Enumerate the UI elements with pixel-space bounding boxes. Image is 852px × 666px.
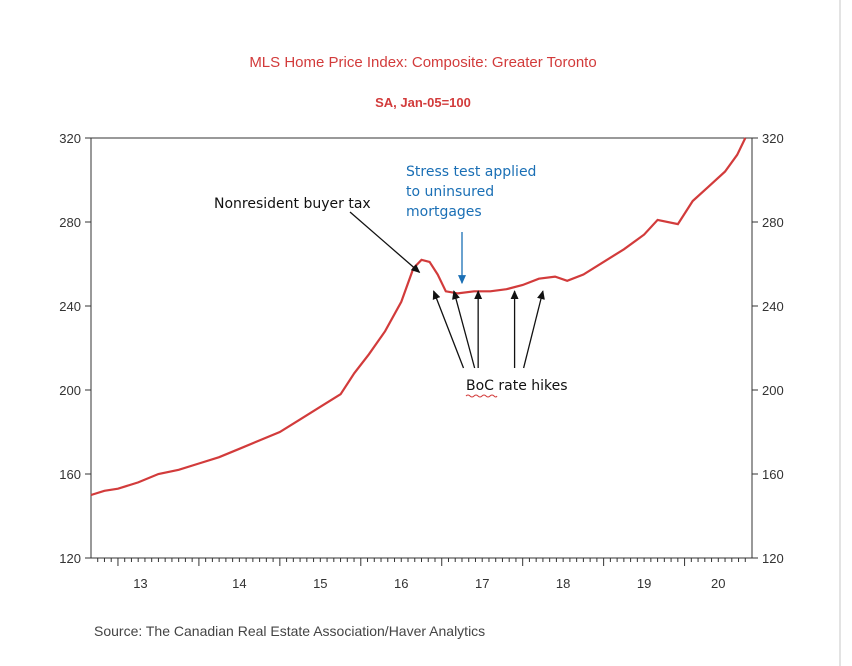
chart-title: MLS Home Price Index: Composite: Greater…	[249, 54, 596, 71]
chart-subtitle: SA, Jan-05=100	[375, 95, 471, 110]
x-tick-label: 15	[313, 576, 327, 591]
x-tick-label: 17	[475, 576, 489, 591]
y-tick-label-right: 280	[762, 215, 784, 230]
annotation-stress-test-line2: to uninsured	[406, 184, 494, 200]
y-tick-label-left: 160	[59, 467, 81, 482]
series-line	[90, 137, 747, 497]
x-tick-label: 13	[133, 576, 147, 591]
y-tick-label-right: 200	[762, 383, 784, 398]
source-note: Source: The Canadian Real Estate Associa…	[94, 623, 485, 639]
x-tick-label: 20	[711, 576, 725, 591]
annotation-stress-test-line1: Stress test applied	[406, 164, 536, 180]
y-tick-label-right: 120	[762, 551, 784, 566]
annotation-nonresident: Nonresident buyer tax	[214, 196, 371, 212]
y-tick-label-left: 120	[59, 551, 81, 566]
boc-arrow	[522, 290, 545, 369]
y-tick-label-left: 280	[59, 215, 81, 230]
spellcheck-underline	[465, 394, 498, 398]
y-tick-label-right: 320	[762, 131, 784, 146]
boc-arrow	[452, 290, 476, 369]
boc-arrow	[432, 290, 465, 369]
x-tick-label: 18	[556, 576, 570, 591]
y-axis-left: 120 160 200 240 280 320	[59, 131, 91, 566]
y-axis-right: 120 160 200 240 280 320	[752, 131, 784, 566]
y-tick-label-left: 320	[59, 131, 81, 146]
x-tick-label: 19	[637, 576, 651, 591]
annotation-boc-hikes: BoC rate hikes	[466, 378, 568, 394]
y-tick-label-left: 200	[59, 383, 81, 398]
annotation-stress-test-line3: mortgages	[406, 204, 482, 220]
y-tick-label-right: 160	[762, 467, 784, 482]
arrow-nonresident	[349, 211, 421, 274]
x-tick-label: 16	[394, 576, 408, 591]
window-edge	[839, 0, 841, 666]
x-tick-label: 14	[232, 576, 246, 591]
y-tick-label-right: 240	[762, 299, 784, 314]
y-tick-label-left: 240	[59, 299, 81, 314]
plot-frame	[90, 137, 753, 559]
x-axis: 13 14 15 16 17 18 19 20	[97, 558, 746, 591]
boc-arrows	[432, 290, 545, 369]
